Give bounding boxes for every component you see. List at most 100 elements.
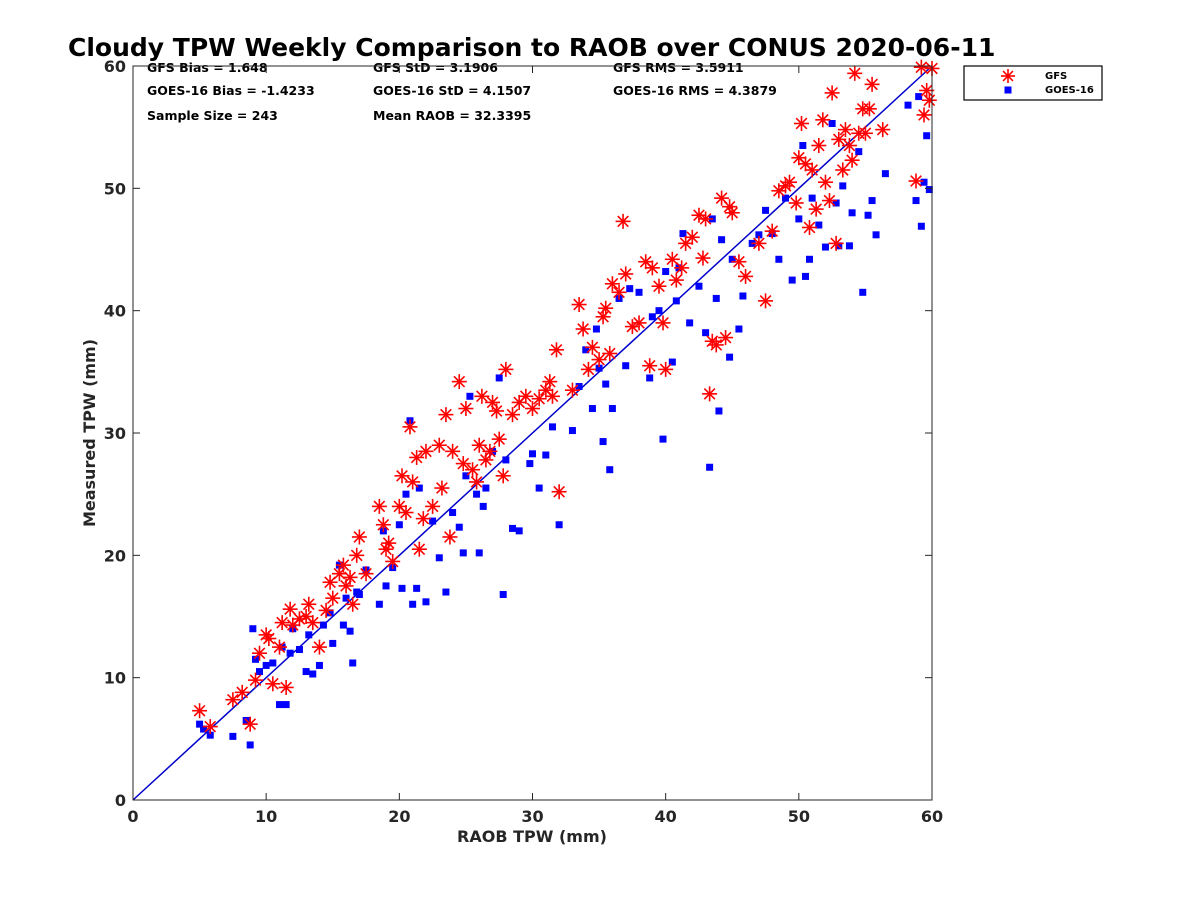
gfs-point [378, 541, 394, 557]
gfs-point [916, 107, 932, 123]
goes16-point [355, 590, 363, 598]
gfs-point [465, 462, 481, 478]
goes16-point [246, 741, 254, 749]
goes16-point [839, 182, 847, 190]
stat-gfs-rms: GFS RMS = 3.5911 [613, 60, 744, 75]
stat-sample-size: Sample Size = 243 [147, 108, 278, 123]
gfs-point [875, 122, 891, 138]
gfs-point [445, 443, 461, 459]
gfs-point [571, 297, 587, 313]
gfs-point [489, 403, 505, 419]
goes16-point [329, 639, 337, 647]
goes16-point [529, 450, 536, 458]
goes16-point [449, 509, 457, 517]
goes16-point [728, 255, 736, 263]
gfs-point [821, 193, 837, 209]
goes16-point [309, 670, 317, 678]
goes16-point [715, 407, 723, 415]
legend-gfs-asterisk [1001, 69, 1015, 83]
goes16-point [602, 380, 610, 388]
goes16-point [319, 621, 327, 629]
gfs-point [252, 645, 268, 661]
gfs-point [202, 719, 218, 735]
gfs-point [824, 85, 840, 101]
x-tick-label: 50 [788, 807, 810, 826]
gfs-point [584, 339, 600, 355]
goes16-point [815, 221, 823, 229]
gfs-point [591, 352, 607, 368]
goes16-point [575, 383, 583, 391]
stat-gfs-std: GFS StD = 3.1906 [373, 60, 498, 75]
stats-block: GFS Bias = 1.648 GFS StD = 3.1906 GFS RM… [147, 60, 777, 123]
gfs-point [913, 59, 929, 75]
gfs-point [458, 401, 474, 417]
goes16-point [848, 209, 856, 217]
gfs-point [575, 321, 591, 337]
gfs-point [345, 596, 361, 612]
gfs-point [837, 122, 853, 138]
goes16-point [548, 423, 556, 431]
points-layer [192, 59, 940, 749]
gfs-point [192, 703, 208, 719]
gfs-point [698, 211, 714, 227]
stat-gfs-bias: GFS Bias = 1.648 [147, 60, 268, 75]
goes16-point [262, 661, 270, 669]
goes16-point [275, 701, 283, 709]
gfs-point [301, 596, 317, 612]
gfs-point [351, 529, 367, 545]
goes16-point [295, 646, 303, 654]
gfs-point [642, 358, 658, 374]
goes16-point [542, 451, 550, 459]
gfs-point [771, 183, 787, 199]
gfs-point [864, 76, 880, 92]
gfs-point [305, 615, 321, 631]
gfs-point [495, 468, 511, 484]
gfs-point [265, 676, 281, 692]
goes16-point [568, 427, 576, 435]
goes16-point [339, 621, 347, 629]
gfs-point [398, 505, 414, 521]
goes16-point [855, 148, 863, 156]
goes16-point [845, 242, 853, 250]
goes16-point [473, 490, 481, 498]
stat-goes-rms: GOES-16 RMS = 4.3879 [613, 83, 777, 98]
gfs-point [318, 602, 334, 618]
gfs-point [474, 388, 490, 404]
goes16-point [718, 236, 726, 244]
gfs-point [695, 250, 711, 266]
goes16-point [502, 456, 510, 464]
stat-mean-raob: Mean RAOB = 32.3395 [373, 108, 531, 123]
gfs-point [225, 692, 241, 708]
gfs-point [664, 251, 680, 267]
y-tick-label: 60 [104, 57, 126, 76]
gfs-point [471, 437, 487, 453]
goes16-point [200, 725, 208, 733]
goes16-point [305, 631, 313, 639]
goes16-point [479, 502, 487, 510]
goes16-point [775, 255, 783, 263]
goes16-point [395, 521, 403, 529]
one-to-one-line [132, 65, 933, 801]
gfs-point [738, 268, 754, 284]
legend-gfs-marker [1001, 69, 1015, 83]
goes16-point [662, 268, 670, 276]
gfs-point [242, 716, 258, 732]
gfs-point [604, 276, 620, 292]
goes16-point [249, 625, 257, 633]
goes16-point [808, 194, 816, 202]
goes16-point [588, 405, 596, 413]
goes16-point [923, 132, 931, 140]
goes16-point [912, 197, 920, 205]
y-axis-label: Measured TPW (mm) [80, 339, 99, 527]
gfs-point [248, 672, 264, 688]
gfs-point [274, 615, 290, 631]
gfs-point [278, 679, 294, 695]
goes16-point [917, 222, 925, 230]
goes16-point [646, 374, 654, 382]
goes16-point [382, 582, 390, 590]
reference-line-layer [132, 65, 933, 801]
goes16-point [868, 197, 876, 205]
x-tick-label: 60 [921, 807, 943, 826]
goes16-point [795, 215, 803, 223]
